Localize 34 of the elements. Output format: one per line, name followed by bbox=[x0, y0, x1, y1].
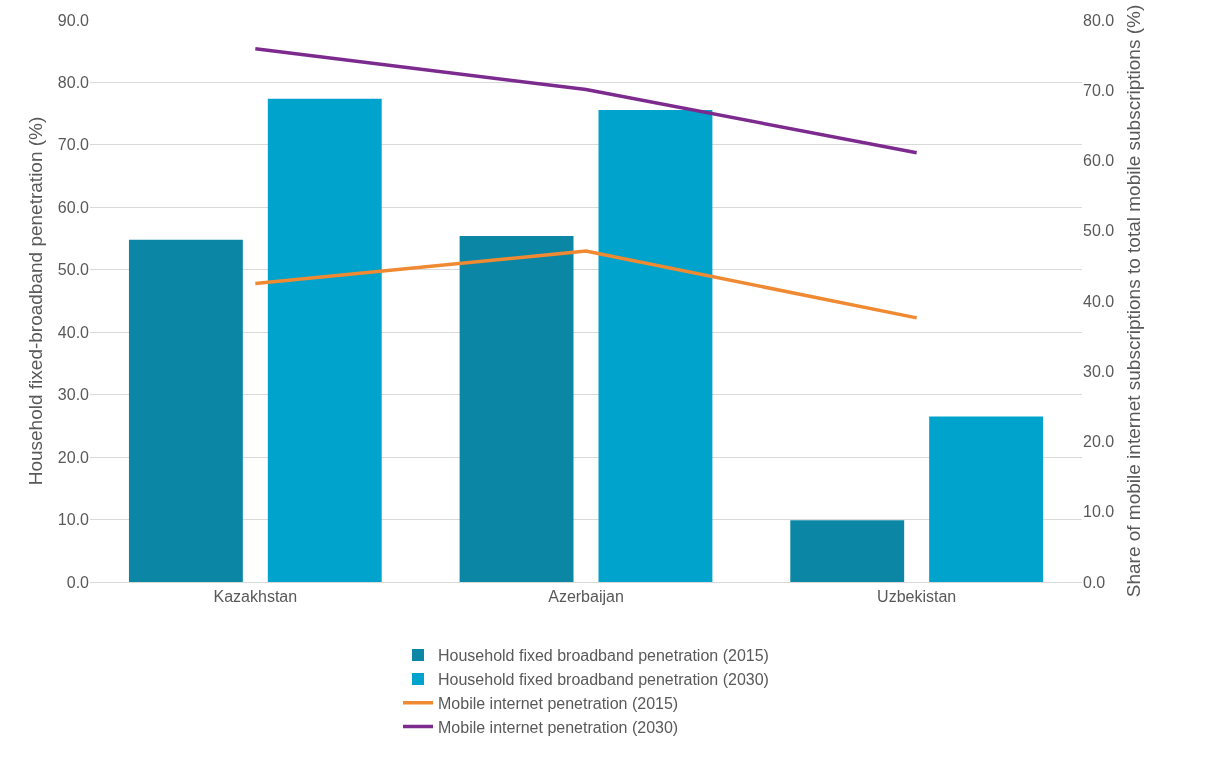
x-tick-label: Azerbaijan bbox=[548, 588, 624, 606]
bar bbox=[929, 416, 1044, 582]
y-tick-label: 40.0 bbox=[57, 323, 90, 341]
bar bbox=[790, 520, 905, 582]
bar bbox=[459, 236, 574, 582]
bar bbox=[267, 98, 382, 582]
bar bbox=[598, 109, 713, 582]
y-axis-title: Household fixed-broadband penetration (%) bbox=[25, 116, 46, 486]
y2-tick-label: 30.0 bbox=[1083, 362, 1115, 380]
y-tick-label: 30.0 bbox=[57, 386, 90, 404]
y-tick-label: 80.0 bbox=[57, 74, 90, 92]
legend-label: Household fixed broadband penetration (2030) bbox=[438, 671, 769, 689]
y2-axis-title: Share of mobile internet subscriptions to total mobile subscriptions (%) bbox=[1122, 4, 1144, 598]
y2-tick-label: 60.0 bbox=[1083, 152, 1115, 170]
x-tick-label: Uzbekistan bbox=[877, 588, 957, 606]
legend-label: Mobile internet penetration (2030) bbox=[438, 718, 679, 736]
y-tick-label: 0.0 bbox=[66, 573, 90, 591]
y-tick-label: 70.0 bbox=[57, 136, 90, 154]
legend-label: Household fixed broadband penetration (2015) bbox=[438, 647, 769, 665]
y2-tick-label: 80.0 bbox=[1083, 11, 1115, 29]
y-tick-label: 50.0 bbox=[57, 261, 90, 279]
y-tick-label: 90.0 bbox=[57, 11, 90, 29]
y2-tick-label: 10.0 bbox=[1083, 503, 1115, 521]
y-tick-label: 10.0 bbox=[57, 511, 90, 529]
y2-tick-label: 40.0 bbox=[1083, 292, 1115, 310]
legend-label: Mobile internet penetration (2015) bbox=[438, 694, 679, 712]
y-tick-label: 60.0 bbox=[57, 198, 90, 216]
y2-tick-label: 70.0 bbox=[1083, 81, 1115, 99]
x-tick-label: Kazakhstan bbox=[213, 588, 298, 606]
bar bbox=[128, 239, 243, 582]
y-tick-label: 20.0 bbox=[57, 448, 90, 466]
y2-tick-label: 0.0 bbox=[1083, 573, 1106, 591]
y2-tick-label: 50.0 bbox=[1083, 222, 1115, 240]
y2-tick-label: 20.0 bbox=[1083, 433, 1115, 451]
